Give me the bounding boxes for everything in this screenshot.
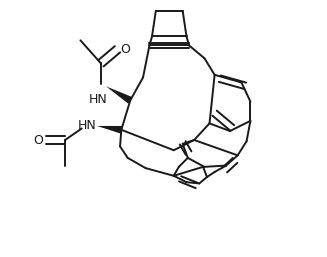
Text: HN: HN — [89, 93, 108, 106]
Polygon shape — [97, 126, 122, 134]
Text: HN: HN — [77, 120, 96, 132]
Polygon shape — [106, 86, 132, 104]
Text: O: O — [120, 43, 130, 56]
Text: O: O — [33, 133, 43, 146]
